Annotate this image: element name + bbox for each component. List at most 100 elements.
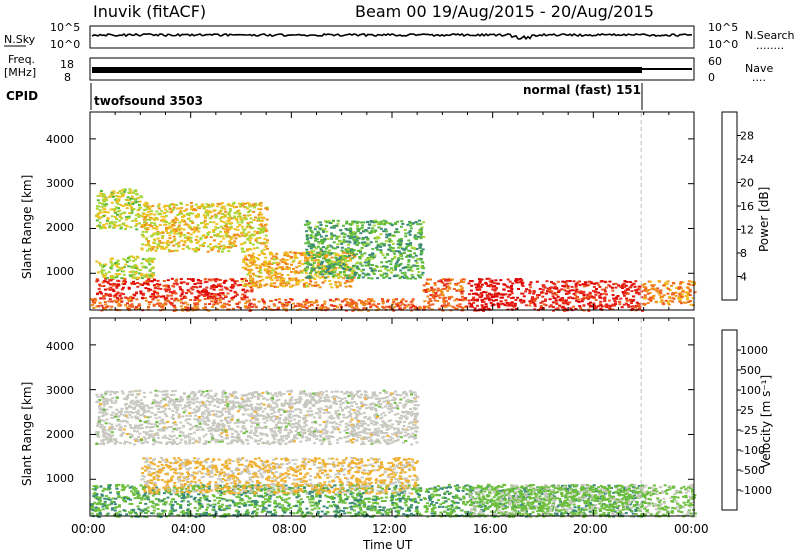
power-cell-c5 xyxy=(289,279,292,281)
power-cell-c4 xyxy=(264,224,267,226)
power-cell-c9 xyxy=(582,283,585,285)
power-cell-c4 xyxy=(199,206,202,208)
power-cell-c1 xyxy=(210,280,213,282)
power-cell-c9 xyxy=(529,286,532,288)
power-cell-c6 xyxy=(332,220,335,222)
power-cell-c4 xyxy=(216,205,219,207)
power-cell-c4 xyxy=(197,213,200,215)
power-cell-c2 xyxy=(141,277,144,279)
velocity-cell-c0 xyxy=(114,503,117,505)
power-cell-c6 xyxy=(368,223,371,225)
power-cell-c6 xyxy=(419,243,422,245)
power-cell-c4 xyxy=(253,231,256,233)
power-cell-c3 xyxy=(105,203,108,205)
power-cell-c0 xyxy=(377,303,380,305)
velocity-cell-c0 xyxy=(374,506,377,508)
power-cell-c0 xyxy=(251,306,254,308)
power-cell-c7 xyxy=(442,288,445,290)
power-cell-c9 xyxy=(623,295,626,297)
power-cell-c2 xyxy=(132,256,135,258)
velocity-cell-c0 xyxy=(264,498,267,500)
power-cell-c1 xyxy=(240,297,243,299)
power-cell-c9 xyxy=(582,298,585,300)
power-cell-c0 xyxy=(294,305,297,307)
power-cell-c4 xyxy=(188,217,191,219)
power-cell-c6 xyxy=(305,249,308,251)
power-cell-c0 xyxy=(369,306,372,308)
velocity-cell-c0 xyxy=(250,504,253,506)
power-cell-c6 xyxy=(385,236,388,238)
power-cell-c8 xyxy=(510,288,513,290)
power-cell-c10 xyxy=(650,297,653,299)
power-cell-c5 xyxy=(264,263,267,265)
power-cell-c4 xyxy=(212,221,215,223)
power-cell-c6 xyxy=(390,240,393,242)
velocity-cell-c0 xyxy=(382,509,385,511)
power-cell-c9 xyxy=(589,306,592,308)
power-cell-c4 xyxy=(165,221,168,223)
power-cell-c6 xyxy=(379,233,382,235)
power-cell-c6 xyxy=(358,275,361,277)
power-cell-c6 xyxy=(342,263,345,265)
power-cell-c6 xyxy=(401,272,404,274)
power-cell-c9 xyxy=(638,306,641,308)
power-cell-c8 xyxy=(481,307,484,309)
velocity-cell-c0 xyxy=(106,514,109,516)
power-cell-c7 xyxy=(444,280,447,282)
power-cell-c3 xyxy=(138,204,141,206)
velocity-cell-c0 xyxy=(303,487,306,489)
power-cell-c3 xyxy=(100,216,103,218)
power-cell-c1 xyxy=(102,297,105,299)
power-cell-c6 xyxy=(352,267,355,269)
velocity-cell-c0 xyxy=(135,513,138,515)
velocity-cell-c0 xyxy=(157,504,160,506)
power-cell-c4 xyxy=(227,217,230,219)
power-cell-c4 xyxy=(178,225,181,227)
power-cell-c9 xyxy=(532,293,535,295)
power-cell-c0 xyxy=(354,302,357,304)
power-cell-c0 xyxy=(120,301,123,303)
velocity-cell-c0 xyxy=(368,487,371,489)
power-cell-c1 xyxy=(152,293,155,295)
power-cell-c6 xyxy=(361,224,364,226)
power-cell-c5 xyxy=(304,255,307,257)
power-cell-c2 xyxy=(139,269,142,271)
power-cell-c9 xyxy=(530,281,533,283)
power-cell-c4 xyxy=(206,234,209,236)
power-cell-c6 xyxy=(313,262,316,264)
power-cell-c4 xyxy=(187,232,190,234)
power-cell-c0 xyxy=(153,304,156,306)
power-cell-c9 xyxy=(553,297,556,299)
power-cell-c4 xyxy=(203,208,206,210)
power-cell-c6 xyxy=(325,221,328,223)
power-cell-c9 xyxy=(544,287,547,289)
velocity-cell-c0 xyxy=(171,507,174,509)
power-cell-c3 xyxy=(117,200,120,202)
power-cell-c6 xyxy=(308,243,311,245)
power-cell-c3 xyxy=(134,190,137,192)
power-cell-c4 xyxy=(228,227,231,229)
power-cell-c6 xyxy=(409,256,412,258)
power-cell-c6 xyxy=(322,251,325,253)
power-cell-c5 xyxy=(282,282,285,284)
power-cell-c7 xyxy=(435,292,438,294)
power-cell-c6 xyxy=(356,225,359,227)
power-cell-c1 xyxy=(209,295,212,297)
power-cell-c8 xyxy=(476,305,479,307)
velocity-cell-c0 xyxy=(118,495,121,497)
power-cell-c6 xyxy=(394,223,397,225)
power-cell-c2 xyxy=(116,275,119,277)
cpid-program-2: normal (fast) 151 xyxy=(523,83,641,97)
velocity-cell-c0 xyxy=(306,496,309,498)
power-cell-c9 xyxy=(614,301,617,303)
power-cell-c1 xyxy=(168,288,171,290)
power-cell-c7 xyxy=(423,307,426,309)
power-cell-c7 xyxy=(459,285,462,287)
power-cell-c1 xyxy=(174,298,177,300)
power-cell-c8 xyxy=(486,285,489,287)
power-cell-c4 xyxy=(217,233,220,235)
power-cell-c6 xyxy=(409,234,412,236)
power-cell-c8 xyxy=(494,288,497,290)
power-cell-c8 xyxy=(523,295,526,297)
velocity-cell-c0 xyxy=(393,487,396,489)
